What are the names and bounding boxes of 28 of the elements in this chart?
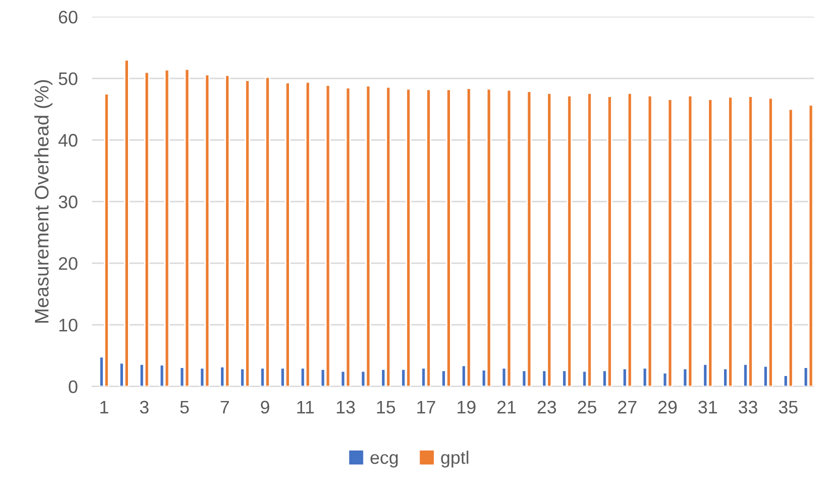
x-tick-label: 3 [140,400,149,414]
y-tick-label: 60 [58,10,78,24]
x-tick-label: 1 [100,400,108,414]
y-tick-label: 0 [68,380,78,394]
y-tick-label: 20 [58,257,78,270]
x-tick-label: 19 [458,400,476,414]
legend-label: gptl [441,450,468,468]
x-tick-label: 21 [497,400,516,414]
x-tick-label: 11 [297,400,314,414]
x-tick-label: 27 [618,400,636,414]
legend-label: ecg [370,454,398,468]
y-tick-label: 40 [58,134,78,147]
x-tick-label: 25 [578,400,596,414]
y-tick-label: 30 [58,196,78,208]
x-tick-label: 7 [220,400,229,414]
x-tick-label: 29 [658,400,677,414]
x-tick-label: 17 [417,400,436,414]
x-tick-label: 9 [260,400,270,414]
x-tick-label: 23 [538,400,556,414]
x-tick-label: 35 [778,400,798,414]
x-tick-label: 13 [336,400,355,414]
y-tick-label: 10 [59,318,78,332]
x-tick-label: 33 [738,400,758,414]
x-tick-label: 5 [180,400,189,414]
x-tick-label: 31 [698,400,717,414]
y-axis-title: Measurement Overhead (%) [34,80,52,323]
x-tick-label: 15 [377,400,396,414]
y-tick-label: 50 [58,72,78,86]
